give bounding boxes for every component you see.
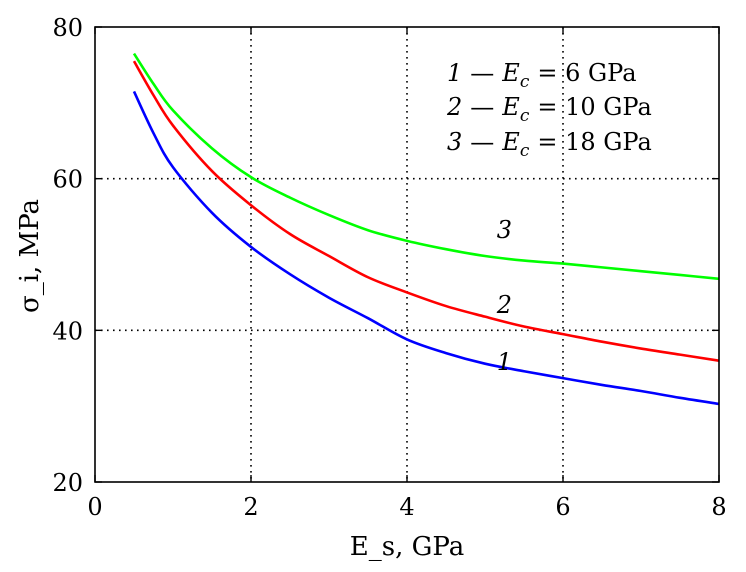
y-axis-label: σ_i, MPa [15, 199, 45, 313]
x-tick-label: 6 [555, 493, 570, 521]
legend: 1— Ec = 6 GPa 2— Ec = 10 GPa 3— Ec = 18 GPa [446, 59, 652, 161]
y-tick-label: 80 [52, 14, 83, 42]
y-tick-label: 60 [52, 166, 83, 194]
axis-ticks: 0 2 4 6 8 20 40 60 80 [52, 14, 726, 521]
curve-label-1: 1 [497, 348, 512, 376]
series-line-1 [132, 90, 720, 406]
curve-label-3: 3 [497, 216, 512, 244]
series-line-2 [132, 60, 720, 362]
y-tick-label: 40 [52, 317, 83, 345]
x-tick-label: 4 [399, 493, 414, 521]
series-line-3 [132, 52, 720, 281]
legend-entry-2: 2— Ec = 10 GPa [446, 93, 652, 126]
curve-label-2: 2 [496, 291, 512, 319]
x-tick-label: 2 [243, 493, 258, 521]
series-lines [132, 52, 720, 406]
y-tick-label: 20 [52, 469, 83, 497]
x-tick-label: 0 [87, 493, 102, 521]
x-axis-label: E_s, GPa [350, 532, 464, 562]
curve-labels: 1 2 3 [496, 216, 512, 376]
x-tick-label: 8 [711, 493, 726, 521]
grid-lines [95, 27, 719, 482]
legend-entry-1: 1— Ec = 6 GPa [447, 59, 637, 92]
legend-entry-3: 3— Ec = 18 GPa [447, 128, 652, 161]
